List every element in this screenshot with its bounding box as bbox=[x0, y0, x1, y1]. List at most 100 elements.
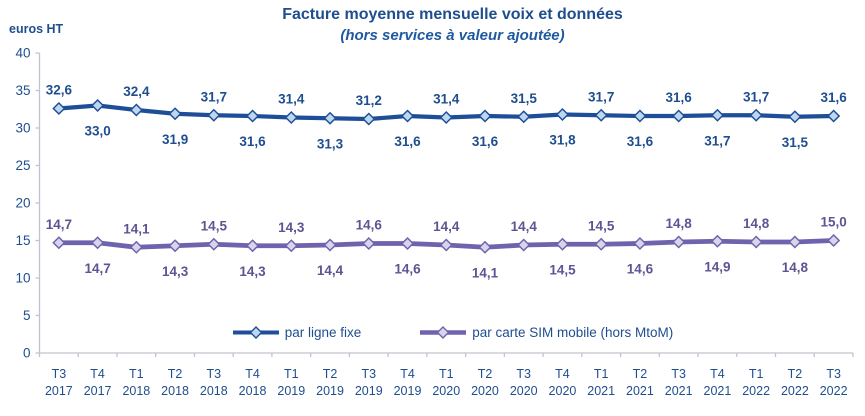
svg-text:T2: T2 bbox=[478, 367, 493, 381]
svg-text:2018: 2018 bbox=[239, 384, 267, 398]
svg-text:31,6: 31,6 bbox=[666, 90, 693, 105]
svg-text:14,4: 14,4 bbox=[317, 263, 344, 278]
chart-subtitle: (hors services à valeur ajoutée) bbox=[340, 27, 565, 44]
svg-text:31,9: 31,9 bbox=[162, 132, 188, 147]
svg-text:T1: T1 bbox=[749, 367, 764, 381]
svg-text:T4: T4 bbox=[245, 367, 260, 381]
svg-text:14,1: 14,1 bbox=[123, 221, 150, 236]
mobile-sim-sample-icon bbox=[420, 326, 467, 339]
svg-text:14,7: 14,7 bbox=[46, 217, 72, 232]
svg-text:T2: T2 bbox=[788, 367, 803, 381]
svg-text:14,9: 14,9 bbox=[704, 259, 730, 274]
svg-text:32,4: 32,4 bbox=[123, 84, 150, 99]
svg-text:14,8: 14,8 bbox=[782, 260, 809, 275]
svg-text:14,4: 14,4 bbox=[511, 219, 538, 234]
svg-text:2022: 2022 bbox=[820, 384, 848, 398]
svg-text:14,1: 14,1 bbox=[472, 265, 499, 280]
svg-text:32,6: 32,6 bbox=[46, 83, 73, 98]
svg-text:10: 10 bbox=[15, 271, 30, 286]
svg-text:T4: T4 bbox=[710, 367, 725, 381]
svg-text:5: 5 bbox=[23, 308, 31, 323]
svg-text:2020: 2020 bbox=[510, 384, 538, 398]
svg-text:2019: 2019 bbox=[355, 384, 383, 398]
svg-text:31,6: 31,6 bbox=[239, 134, 266, 149]
svg-text:2018: 2018 bbox=[161, 384, 189, 398]
svg-text:14,5: 14,5 bbox=[588, 218, 615, 233]
svg-text:T2: T2 bbox=[168, 367, 183, 381]
svg-text:31,6: 31,6 bbox=[472, 134, 499, 149]
chart-title: Facture moyenne mensuelle voix et donnée… bbox=[282, 6, 623, 23]
svg-text:33,0: 33,0 bbox=[84, 124, 110, 139]
svg-text:2019: 2019 bbox=[394, 384, 422, 398]
svg-text:T3: T3 bbox=[52, 367, 67, 381]
svg-text:T1: T1 bbox=[594, 367, 609, 381]
svg-text:2017: 2017 bbox=[84, 384, 112, 398]
svg-text:14,8: 14,8 bbox=[743, 216, 770, 231]
svg-text:31,6: 31,6 bbox=[820, 90, 847, 105]
legend-label-fixed-line: par ligne fixe bbox=[284, 325, 362, 340]
svg-text:2021: 2021 bbox=[704, 384, 732, 398]
svg-text:T4: T4 bbox=[555, 367, 570, 381]
svg-text:2021: 2021 bbox=[665, 384, 693, 398]
fixed-line-sample-icon bbox=[232, 326, 279, 339]
svg-text:31,2: 31,2 bbox=[356, 93, 382, 108]
svg-text:T3: T3 bbox=[361, 367, 376, 381]
svg-text:31,5: 31,5 bbox=[782, 135, 809, 150]
svg-text:T3: T3 bbox=[671, 367, 686, 381]
svg-text:T1: T1 bbox=[129, 367, 144, 381]
svg-text:2020: 2020 bbox=[471, 384, 499, 398]
svg-text:2022: 2022 bbox=[742, 384, 770, 398]
svg-text:15,0: 15,0 bbox=[820, 215, 846, 230]
svg-text:T1: T1 bbox=[439, 367, 454, 381]
svg-text:14,8: 14,8 bbox=[666, 216, 693, 231]
svg-text:14,5: 14,5 bbox=[201, 218, 228, 233]
svg-text:20: 20 bbox=[15, 196, 30, 211]
svg-text:31,7: 31,7 bbox=[743, 89, 769, 104]
svg-text:31,7: 31,7 bbox=[201, 89, 227, 104]
svg-text:T3: T3 bbox=[826, 367, 841, 381]
svg-text:31,6: 31,6 bbox=[627, 134, 654, 149]
svg-text:40: 40 bbox=[15, 46, 30, 61]
svg-text:14,7: 14,7 bbox=[84, 261, 110, 276]
svg-text:14,3: 14,3 bbox=[162, 264, 189, 279]
svg-text:2020: 2020 bbox=[432, 384, 460, 398]
svg-text:14,6: 14,6 bbox=[627, 262, 654, 277]
svg-text:2018: 2018 bbox=[122, 384, 150, 398]
svg-text:31,5: 31,5 bbox=[511, 91, 538, 106]
svg-text:14,3: 14,3 bbox=[239, 264, 266, 279]
svg-text:14,6: 14,6 bbox=[356, 218, 383, 233]
svg-text:30: 30 bbox=[15, 121, 30, 136]
svg-text:2022: 2022 bbox=[781, 384, 809, 398]
svg-text:0: 0 bbox=[23, 346, 31, 361]
svg-text:35: 35 bbox=[15, 83, 30, 98]
svg-text:15: 15 bbox=[15, 233, 30, 248]
svg-text:14,3: 14,3 bbox=[278, 220, 305, 235]
svg-text:2020: 2020 bbox=[549, 384, 577, 398]
svg-text:2017: 2017 bbox=[45, 384, 73, 398]
legend-item-mobile-sim: par carte SIM mobile (hors MtoM) bbox=[419, 325, 673, 340]
y-axis-unit-label: euros HT bbox=[9, 22, 64, 36]
svg-text:T2: T2 bbox=[633, 367, 648, 381]
svg-text:31,6: 31,6 bbox=[394, 134, 421, 149]
svg-text:2019: 2019 bbox=[316, 384, 344, 398]
svg-text:14,5: 14,5 bbox=[549, 262, 576, 277]
svg-text:T2: T2 bbox=[323, 367, 338, 381]
chart-legend: par ligne fixe par carte SIM mobile (hor… bbox=[40, 325, 865, 340]
svg-text:T3: T3 bbox=[516, 367, 531, 381]
svg-text:2021: 2021 bbox=[626, 384, 654, 398]
svg-text:T3: T3 bbox=[207, 367, 222, 381]
svg-text:14,6: 14,6 bbox=[394, 262, 421, 277]
svg-text:2019: 2019 bbox=[277, 384, 305, 398]
legend-item-fixed-line: par ligne fixe bbox=[232, 325, 362, 340]
svg-text:31,8: 31,8 bbox=[549, 133, 576, 148]
svg-text:31,3: 31,3 bbox=[317, 136, 344, 151]
svg-text:25: 25 bbox=[15, 158, 30, 173]
svg-text:2018: 2018 bbox=[200, 384, 228, 398]
svg-text:14,4: 14,4 bbox=[433, 219, 460, 234]
svg-text:T4: T4 bbox=[400, 367, 415, 381]
svg-text:T1: T1 bbox=[284, 367, 299, 381]
svg-text:2021: 2021 bbox=[587, 384, 615, 398]
svg-text:31,7: 31,7 bbox=[704, 133, 730, 148]
svg-text:31,7: 31,7 bbox=[588, 89, 614, 104]
